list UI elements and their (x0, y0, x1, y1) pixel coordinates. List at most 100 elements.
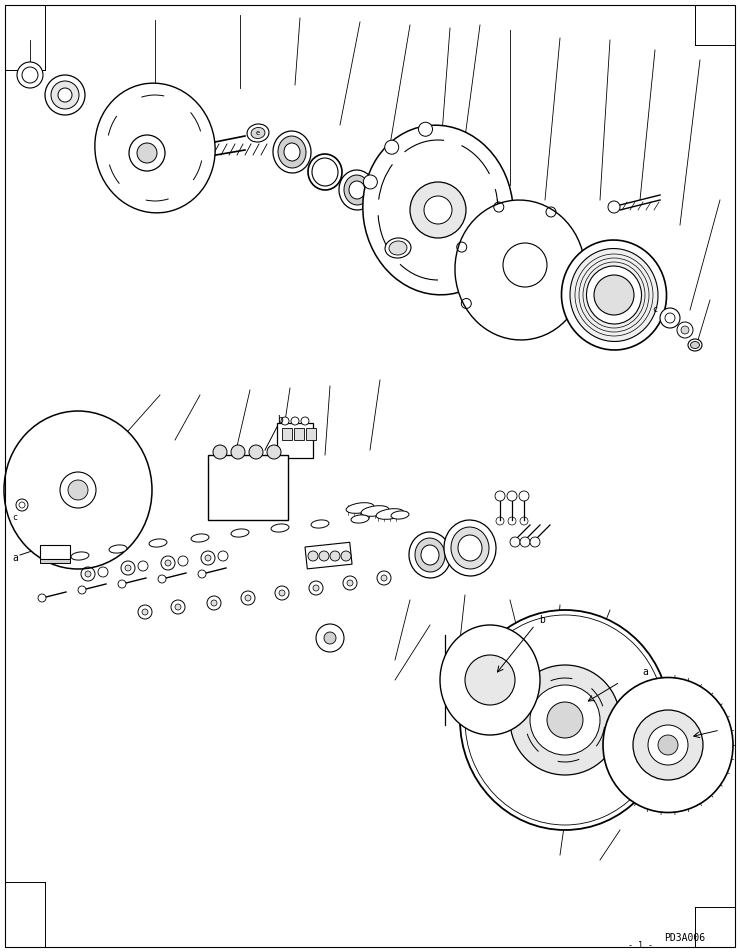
Text: - 1 -: - 1 - (628, 941, 653, 949)
Bar (294, 428, 304, 440)
Ellipse shape (271, 524, 289, 532)
Circle shape (165, 560, 171, 566)
Circle shape (419, 122, 432, 136)
Circle shape (78, 586, 86, 594)
Circle shape (38, 594, 46, 602)
Circle shape (118, 580, 126, 588)
Ellipse shape (273, 131, 311, 173)
Text: c: c (653, 306, 658, 314)
Text: b: b (277, 415, 283, 425)
Circle shape (301, 417, 309, 425)
Circle shape (313, 585, 319, 591)
Ellipse shape (351, 515, 369, 523)
Circle shape (341, 551, 351, 561)
Circle shape (465, 655, 515, 705)
Circle shape (519, 491, 529, 501)
Circle shape (308, 551, 318, 561)
Circle shape (68, 480, 88, 500)
Circle shape (158, 575, 166, 583)
Circle shape (231, 445, 245, 459)
Circle shape (17, 62, 43, 88)
Circle shape (347, 580, 353, 586)
Circle shape (495, 491, 505, 501)
Circle shape (125, 565, 131, 571)
Ellipse shape (251, 128, 265, 139)
Circle shape (681, 326, 689, 334)
Circle shape (381, 575, 387, 581)
Circle shape (608, 201, 620, 213)
Circle shape (324, 632, 336, 644)
Bar (306, 428, 316, 440)
Circle shape (530, 685, 600, 755)
Text: PD3A006: PD3A006 (665, 933, 705, 943)
Circle shape (205, 555, 211, 561)
Text: c: c (13, 513, 18, 523)
Ellipse shape (562, 240, 667, 350)
Circle shape (594, 275, 634, 315)
Ellipse shape (376, 508, 404, 520)
Circle shape (510, 537, 520, 547)
Circle shape (45, 75, 85, 115)
Circle shape (137, 143, 157, 163)
Circle shape (211, 600, 217, 606)
Circle shape (245, 595, 251, 601)
Circle shape (424, 196, 452, 224)
Circle shape (510, 665, 620, 775)
Ellipse shape (570, 248, 658, 342)
Ellipse shape (311, 520, 329, 528)
Text: e: e (256, 130, 260, 136)
Circle shape (281, 417, 289, 425)
Ellipse shape (247, 124, 269, 142)
Bar (40, 559, 70, 563)
Circle shape (520, 537, 530, 547)
Circle shape (633, 710, 703, 780)
Circle shape (330, 551, 340, 561)
Circle shape (530, 537, 540, 547)
Ellipse shape (421, 545, 439, 565)
Circle shape (142, 609, 148, 615)
Text: a: a (642, 667, 648, 677)
Circle shape (279, 590, 285, 596)
Bar (40, 545, 70, 559)
Ellipse shape (231, 529, 249, 537)
Circle shape (385, 140, 399, 154)
Ellipse shape (409, 532, 451, 578)
Bar (208, 455, 288, 520)
Ellipse shape (444, 520, 496, 576)
Circle shape (410, 182, 466, 238)
Ellipse shape (458, 535, 482, 561)
Ellipse shape (278, 136, 306, 168)
Circle shape (547, 702, 583, 738)
Circle shape (51, 81, 79, 109)
Ellipse shape (587, 266, 642, 324)
Bar (305, 543, 352, 569)
Circle shape (198, 570, 206, 578)
Ellipse shape (460, 610, 670, 830)
Bar (277, 423, 313, 458)
Circle shape (60, 472, 96, 508)
Ellipse shape (603, 678, 733, 812)
Ellipse shape (451, 527, 489, 569)
Text: b: b (539, 615, 545, 625)
Ellipse shape (4, 411, 152, 569)
Text: a: a (12, 553, 18, 563)
Ellipse shape (346, 503, 374, 513)
Ellipse shape (455, 200, 585, 340)
Circle shape (648, 725, 688, 765)
Circle shape (507, 491, 517, 501)
Ellipse shape (363, 125, 514, 295)
Circle shape (660, 308, 680, 328)
Ellipse shape (149, 539, 167, 547)
Circle shape (267, 445, 281, 459)
Ellipse shape (191, 534, 209, 542)
Circle shape (503, 243, 547, 287)
Circle shape (249, 445, 263, 459)
Ellipse shape (71, 552, 89, 560)
Circle shape (319, 551, 329, 561)
Ellipse shape (95, 83, 215, 213)
Ellipse shape (385, 238, 411, 258)
Ellipse shape (415, 538, 445, 572)
Ellipse shape (344, 175, 370, 205)
Circle shape (213, 445, 227, 459)
Ellipse shape (349, 181, 365, 199)
